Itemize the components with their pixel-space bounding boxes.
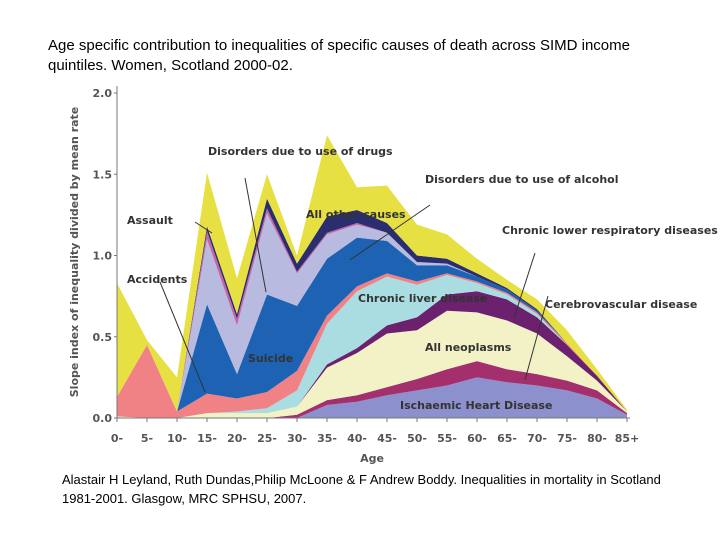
x-tick-label: 55- (437, 432, 457, 445)
series-label: All other causes (306, 208, 406, 221)
y-tick-label: 1.5 (93, 168, 113, 181)
series-label: Ischaemic Heart Disease (400, 399, 552, 412)
area (117, 361, 627, 418)
x-tick-label: 80- (587, 432, 607, 445)
x-axis-label: Age (360, 452, 384, 465)
area (117, 135, 627, 412)
x-tick-label: 70- (527, 432, 547, 445)
x-tick-label: 60- (467, 432, 487, 445)
annotation-arrows (159, 177, 549, 393)
area (117, 377, 627, 418)
series-label: Accidents (127, 273, 188, 286)
x-tick-label: 30- (287, 432, 307, 445)
area (117, 273, 627, 418)
chart-title: Age specific contribution to inequalitie… (48, 37, 630, 74)
x-tick-label: 45- (377, 432, 397, 445)
series-label: Suicide (248, 352, 293, 365)
series-label: All neoplasms (425, 341, 512, 354)
y-tick-label: 1.0 (93, 250, 113, 263)
series-label: Disorders due to use of drugs (208, 145, 393, 158)
y-tick-label: 0.5 (93, 331, 113, 344)
y-axis-label: Slope index of inequality divided by mea… (68, 107, 81, 398)
x-tick-label: 35- (317, 432, 337, 445)
x-tick-label: 5- (141, 432, 153, 445)
x-tick-label: 25- (257, 432, 277, 445)
series-label: Chronic lower respiratory diseases (502, 224, 718, 237)
series-label: Disorders due to use of alcohol (425, 173, 618, 186)
x-tick-label: 65- (497, 432, 517, 445)
x-tick-label: 85+ (615, 432, 640, 445)
x-tick-label: 40- (347, 432, 367, 445)
x-tick-label: 20- (227, 432, 247, 445)
x-tick-label: 75- (557, 432, 577, 445)
y-tick-label: 0.0 (93, 412, 113, 425)
y-tick-label: 2.0 (93, 87, 113, 100)
area (117, 275, 627, 418)
series-label: Chronic liver disease (358, 292, 487, 305)
series-label: Cerebrovascular disease (545, 298, 697, 311)
area (117, 310, 627, 418)
area (117, 213, 627, 412)
x-tick-label: 0- (111, 432, 123, 445)
x-tick-label: 10- (167, 432, 187, 445)
area (117, 237, 627, 412)
source-note: Alastair H Leyland, Ruth Dundas,Philip M… (62, 472, 661, 506)
series-label: Assault (127, 214, 173, 227)
x-tick-label: 50- (407, 432, 427, 445)
x-tick-label: 15- (197, 432, 217, 445)
